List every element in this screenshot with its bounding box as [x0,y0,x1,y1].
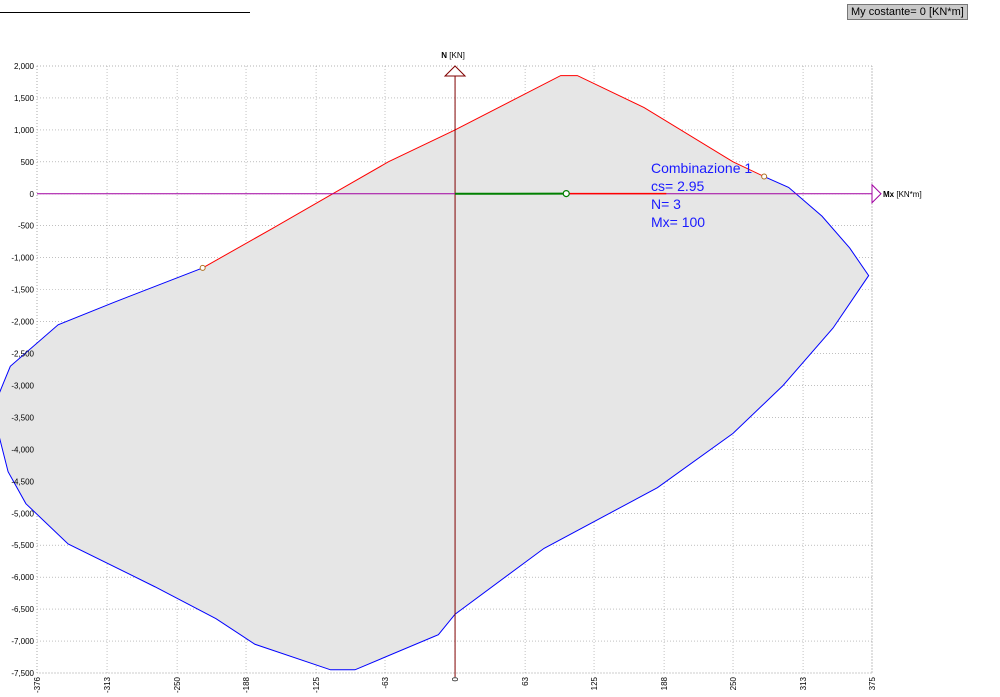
n-axis-label: N [KN] [441,51,465,60]
y-tick-label: -1,000 [11,254,34,263]
annotation-line: Mx= 100 [651,214,705,230]
reference-axes: N [KN] Mx [KN*m] [37,51,922,677]
annotation-line: cs= 2.95 [651,178,705,194]
boundary-point-marker [199,264,206,271]
y-tick-label: -6,500 [11,605,34,614]
annotation-line: N= 3 [651,196,681,212]
y-tick-label: -5,000 [11,509,34,518]
x-tick-label: 313 [799,676,808,690]
y-tick-label: 0 [30,190,35,199]
top-divider-line [0,12,250,13]
y-tick-label: 2,000 [14,62,35,71]
domain-boundary-line [0,176,870,671]
mx-axis-label: Mx [KN*m] [883,190,922,199]
mx-axis-arrow-icon [871,183,882,204]
y-tick-label: -6,000 [11,573,34,582]
x-tick-label: -313 [103,676,112,693]
y-tick-label: -2,500 [11,350,34,359]
annotation-line: Combinazione 1 [651,160,752,176]
x-tick-label: -250 [173,676,182,693]
y-tick-label: 1,500 [14,94,35,103]
y-tick-label: -7,500 [11,669,34,678]
load-point-marker [562,189,570,198]
tick-labels: 2,000 1,500 1,000 500 0 -500 -1,000 -1,500 -2,00… [11,62,877,693]
x-tick-label: -376 [33,676,42,693]
x-tick-label: 250 [729,676,738,690]
y-tick-label: 1,000 [14,126,35,135]
y-tick-label: -2,000 [11,318,34,327]
markers [199,173,768,271]
domain-fill [0,75,869,670]
y-tick-label: -1,500 [11,286,34,295]
x-tick-label: -125 [312,676,321,693]
constant-moment-badge: My costante= 0 [KN*m] [847,4,968,20]
x-tick-label: 0 [451,676,460,681]
y-tick-label: -3,000 [11,381,34,390]
domain-boundary-line [202,75,765,269]
y-tick-label: -3,500 [11,413,34,422]
y-tick-label: -4,500 [11,477,34,486]
annotation: Combinazione 1 cs= 2.95 N= 3 Mx= 100 [651,160,752,230]
x-tick-label: -188 [242,676,251,693]
y-tick-label: -5,500 [11,541,34,550]
y-tick-label: 500 [21,158,35,167]
x-tick-label: 375 [868,676,877,690]
x-tick-label: 63 [521,676,530,685]
load-path [455,189,667,198]
y-tick-label: -500 [18,222,35,231]
x-tick-label: 188 [660,676,669,690]
n-axis-arrow-icon [443,65,467,77]
y-tick-label: -4,000 [11,445,34,454]
x-tick-label: -63 [381,676,390,688]
x-tick-label: 125 [590,676,599,690]
boundary-point-marker [761,173,768,180]
y-tick-label: -7,000 [11,637,34,646]
domain-region [0,75,870,671]
